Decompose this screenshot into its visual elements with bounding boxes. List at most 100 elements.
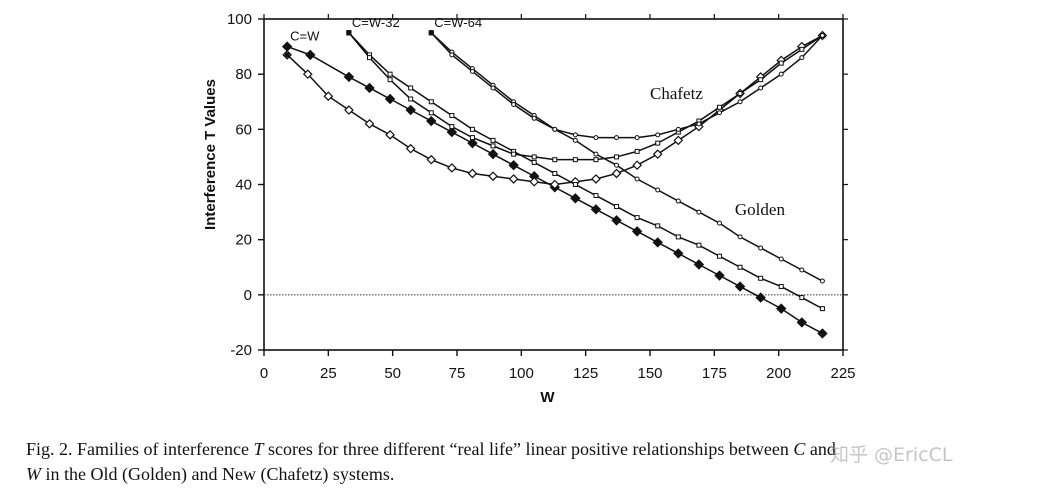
series-2-point-11 (572, 182, 578, 187)
series-3-point-22 (799, 46, 805, 52)
series-2-point-10 (552, 170, 558, 176)
series-label-4: C=W-64 (434, 15, 482, 30)
series-2-point-18 (716, 253, 722, 259)
series-3-point-2 (387, 77, 393, 83)
series-2-point-16 (675, 234, 681, 240)
series-line-5 (430, 32, 823, 139)
series-0-point-2 (343, 71, 355, 83)
figure-caption: Fig. 2. Families of interference T score… (26, 437, 1036, 487)
series-2-point-21 (778, 284, 784, 290)
series-3-point-8 (511, 151, 517, 157)
series-2-point-20 (758, 275, 764, 281)
series-1-start-cap (284, 52, 290, 58)
series-1-point-16 (611, 168, 622, 179)
series-4-point-11 (655, 187, 661, 193)
series-1-point-4 (364, 118, 375, 129)
series-2-point-3 (408, 85, 414, 91)
series-3-point-15 (655, 140, 661, 146)
x-tick-label-25: 25 (320, 365, 337, 382)
series-5-point-3 (490, 85, 496, 91)
series-label-0: C=W (290, 29, 320, 44)
caption-c-symbol: C (793, 439, 806, 459)
series-2-point-7 (490, 137, 496, 143)
series-2-point-12 (593, 193, 599, 199)
x-tick-label-50: 50 (384, 365, 401, 382)
series-5-point-17 (778, 71, 784, 77)
series-4-point-15 (737, 234, 743, 240)
series-4-point-12 (675, 198, 681, 204)
series-3-point-3 (408, 96, 414, 102)
x-axis-title: W (540, 389, 555, 406)
x-tick-label-200: 200 (766, 365, 791, 382)
series-3-point-1 (367, 55, 373, 61)
series-2-point-2 (387, 71, 393, 77)
series-2-point-6 (469, 126, 475, 132)
x-tick-label-125: 125 (573, 365, 598, 382)
series-3-point-18 (716, 104, 722, 110)
series-5-point-19 (819, 33, 825, 39)
series-0-point-24 (796, 317, 808, 328)
series-0-point-22 (755, 292, 766, 303)
caption-part1: Fig. 2. Families of interference (26, 439, 254, 459)
annotation-chafetz: Chafetz (650, 84, 703, 103)
series-line-0 (286, 45, 823, 335)
series-3-start-cap (346, 30, 352, 36)
series-1-point-3 (344, 105, 354, 115)
series-0-start-cap (284, 44, 290, 50)
series-1-point-5 (385, 130, 395, 140)
series-5-point-18 (799, 55, 805, 61)
series-4-point-7 (572, 137, 578, 143)
series-0-point-6 (426, 115, 437, 127)
series-2-point-17 (696, 242, 702, 248)
series-5-point-12 (675, 126, 681, 132)
series-1-point-2 (323, 91, 334, 102)
y-tick-label-20: 20 (235, 232, 252, 249)
series-3-point-4 (428, 110, 434, 116)
series-0-point-8 (467, 137, 478, 149)
series-5-point-4 (511, 102, 517, 108)
series-0-point-7 (446, 126, 458, 138)
series-4-point-8 (593, 151, 599, 157)
annotation-golden: Golden (735, 200, 786, 219)
series-2-point-22 (799, 295, 805, 301)
series-2-point-19 (737, 264, 743, 270)
series-line-4 (430, 32, 823, 282)
series-5-point-7 (572, 132, 578, 138)
series-1-point-9 (467, 168, 478, 179)
series-line-2 (348, 32, 823, 310)
series-3-point-9 (531, 154, 537, 160)
series-4-point-9 (614, 162, 620, 168)
series-5-point-10 (634, 135, 640, 141)
x-tick-label-175: 175 (702, 365, 727, 382)
series-5-point-2 (469, 68, 475, 74)
series-1-point-6 (405, 143, 416, 154)
caption-part3: and (805, 439, 836, 459)
series-1-point-13 (549, 179, 560, 190)
series-5-point-8 (593, 135, 599, 141)
series-0-point-9 (487, 148, 499, 160)
series-0-point-1 (305, 49, 316, 61)
series-5-point-9 (614, 135, 620, 141)
series-0-point-15 (611, 215, 622, 226)
series-1-point-10 (488, 171, 498, 182)
series-0-point-21 (734, 281, 746, 292)
series-3-point-19 (737, 90, 743, 96)
series-1-point-12 (529, 176, 540, 187)
y-tick-label--20: -20 (230, 342, 252, 359)
series-0-point-23 (776, 303, 787, 314)
series-1-point-8 (447, 163, 457, 173)
series-0-point-20 (714, 270, 725, 281)
series-4-point-17 (778, 256, 784, 262)
series-5-point-1 (449, 52, 455, 58)
series-0-point-5 (405, 104, 416, 116)
series-2-point-23 (819, 306, 825, 312)
series-0-point-3 (364, 82, 375, 94)
series-4-point-16 (758, 245, 764, 251)
series-5-point-14 (716, 110, 722, 116)
x-tick-label-150: 150 (637, 365, 662, 382)
series-line-3 (348, 32, 823, 161)
x-tick-label-75: 75 (449, 365, 466, 382)
series-5-point-5 (531, 115, 537, 121)
watermark: 知乎 @EricCL (830, 444, 953, 466)
